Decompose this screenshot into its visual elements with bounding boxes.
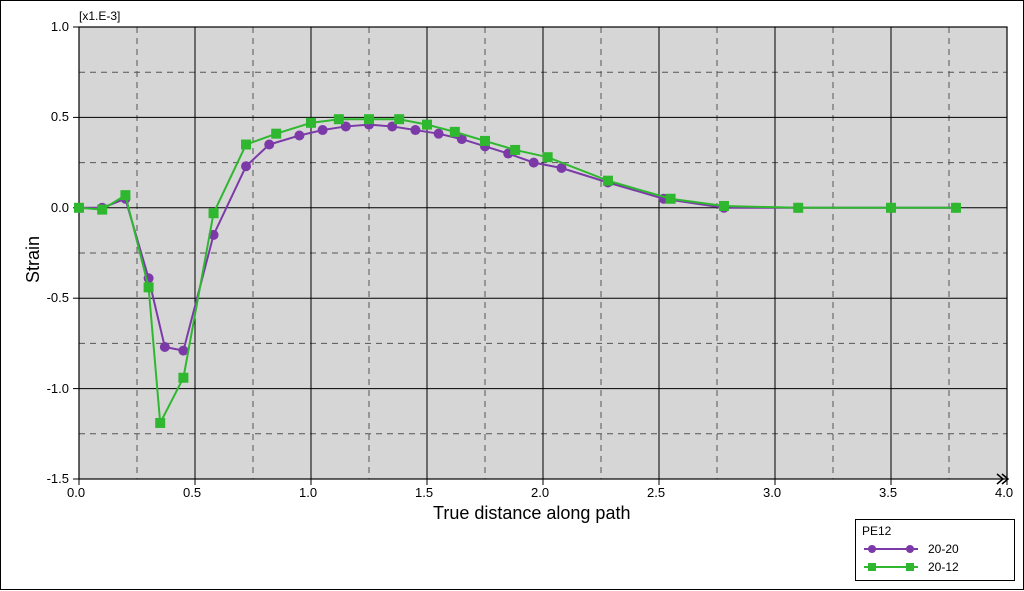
y-axis-label: Strain — [23, 236, 44, 283]
x-axis-label: True distance along path — [433, 503, 630, 524]
y-tick-label: 1.0 — [51, 19, 69, 34]
y-tick-label: 0.5 — [51, 109, 69, 124]
y-tick-label: -1.0 — [47, 381, 69, 396]
x-tick-label: 0.0 — [67, 485, 85, 500]
legend-label: 20-20 — [928, 542, 959, 556]
x-tick-label: 4.0 — [995, 485, 1013, 500]
legend-swatch-20-20 — [862, 542, 920, 556]
legend-item: 20-12 — [862, 558, 1008, 576]
chart-container: [x1.E-3] Strain True distance along path… — [0, 0, 1024, 590]
y-tick-label: 0.0 — [51, 200, 69, 215]
x-tick-label: 1.5 — [415, 485, 433, 500]
x-tick-label: 1.0 — [299, 485, 317, 500]
legend-title: PE12 — [862, 524, 1008, 538]
legend-swatch-20-12 — [862, 560, 920, 574]
legend: PE12 20-20 20-12 — [855, 519, 1015, 581]
legend-item: 20-20 — [862, 540, 1008, 558]
x-tick-label: 0.5 — [183, 485, 201, 500]
x-tick-label: 2.0 — [531, 485, 549, 500]
x-tick-label: 3.0 — [763, 485, 781, 500]
y-scale-note: [x1.E-3] — [79, 9, 120, 23]
x-tick-label: 2.5 — [647, 485, 665, 500]
legend-label: 20-12 — [928, 560, 959, 574]
y-tick-label: -0.5 — [47, 290, 69, 305]
y-tick-label: -1.5 — [47, 471, 69, 486]
x-tick-label: 3.5 — [879, 485, 897, 500]
